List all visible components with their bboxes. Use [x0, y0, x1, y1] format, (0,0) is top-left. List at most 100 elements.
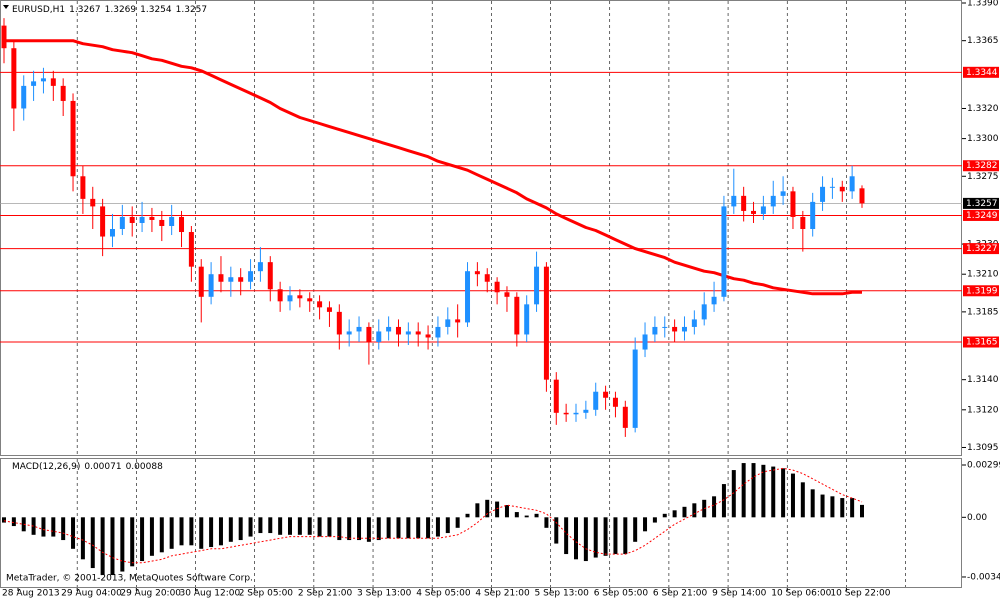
candle-body: [218, 274, 224, 282]
candle-body: [90, 198, 96, 207]
macd-bar: [100, 517, 105, 576]
candle-body: [514, 296, 520, 335]
macd-bar: [830, 496, 835, 518]
current-price-box: [963, 197, 999, 209]
x-tick-label: 29 Aug 04:00: [61, 589, 122, 599]
macd-bar: [662, 513, 667, 518]
macd-bar: [810, 489, 815, 518]
macd-bar: [564, 517, 569, 555]
candle-body: [415, 331, 421, 335]
candle-body: [159, 219, 165, 226]
current-price-label: 1.3257: [966, 199, 998, 209]
candle-body: [681, 326, 687, 332]
candle-body: [731, 195, 737, 207]
candle-body: [356, 326, 362, 332]
header-value: 0.00071: [84, 462, 121, 472]
macd-bar: [682, 506, 687, 518]
candle-body: [494, 281, 500, 293]
candle-body: [435, 326, 441, 338]
moving-average: [4, 39, 862, 296]
candle-body: [346, 331, 352, 335]
macd-bar: [41, 517, 46, 537]
candle-body: [1, 25, 7, 49]
candle-body: [139, 216, 145, 223]
x-tick-label: 9 Sep 14:00: [712, 589, 767, 599]
candle-body: [770, 195, 776, 207]
macd-bar: [61, 517, 66, 541]
macd-bar: [692, 503, 697, 518]
candle-body: [474, 271, 480, 275]
x-tick-label: 28 Aug 2013: [2, 589, 60, 599]
candle-body: [465, 271, 471, 323]
macd-bar: [278, 517, 283, 535]
macd-bar: [317, 517, 322, 537]
macd-bar: [218, 517, 223, 546]
candle-body: [612, 397, 618, 407]
pane-header: EURUSD,H1 1.3267 1.3269 1.3254 1.3257: [12, 5, 207, 15]
y-tick-label: 1.3140: [967, 375, 999, 385]
y-tick-label: 1.3120: [967, 405, 999, 415]
macd-bar: [31, 517, 36, 535]
candle-body: [31, 81, 37, 86]
candle-body: [228, 277, 234, 282]
y-tick-label: 1.3390: [967, 0, 999, 9]
candle-body: [455, 319, 461, 323]
x-tick-label: 6 Sep 21:00: [653, 589, 708, 599]
x-tick-label: 4 Sep 21:00: [475, 589, 530, 599]
macd-bar: [347, 517, 352, 541]
candle-body: [326, 307, 332, 312]
macd-bar: [179, 517, 184, 546]
macd-bar: [159, 517, 164, 553]
macd-bar: [307, 517, 312, 535]
y-tick-label: 1.3210: [967, 270, 999, 280]
macd-bar: [514, 512, 519, 518]
macd-bar: [238, 517, 243, 541]
macd-bar: [140, 517, 145, 562]
macd-pane-border: [0, 458, 962, 588]
candle-body: [188, 232, 194, 267]
macd-bar: [426, 517, 431, 539]
candle-body: [780, 191, 786, 196]
x-tick-label: 2 Sep 21:00: [298, 589, 353, 599]
macd-bar: [51, 517, 56, 537]
candle-body: [405, 331, 411, 335]
candle-body: [563, 412, 569, 415]
macd-bar: [603, 517, 608, 556]
level-label-box: [963, 160, 999, 172]
level-label-box: [963, 66, 999, 78]
level-label: 1.3249: [966, 211, 998, 221]
candle-body: [573, 412, 579, 415]
candle-body: [336, 311, 342, 335]
macd-bar: [199, 517, 204, 549]
header-value: 1.3257: [176, 5, 208, 15]
candle-body: [849, 176, 855, 192]
pane-header: MACD(12,26,9) 0.00071 0.00088: [12, 462, 163, 472]
macd-bar: [169, 517, 174, 549]
macd-bar: [435, 517, 440, 537]
macd-bar: [209, 517, 214, 548]
macd-bar: [574, 517, 578, 560]
level-label: 1.3165: [966, 338, 998, 348]
menu-arrow[interactable]: [3, 5, 9, 9]
macd-bar: [485, 499, 490, 518]
macd-bar: [189, 517, 194, 546]
macd-bar: [327, 517, 332, 537]
x-tick-label: 3 Sep 13:00: [357, 589, 412, 599]
macd-bar: [416, 517, 421, 539]
candle-body: [11, 48, 17, 109]
level-label: 1.3282: [966, 161, 998, 171]
y-tick-label: 1.3300: [967, 134, 999, 144]
x-tick-label: 30 Aug 12:00: [180, 589, 241, 599]
candle-body: [583, 409, 589, 413]
macd-bar: [840, 498, 845, 518]
macd-bar: [337, 517, 342, 541]
x-tick-label: 2 Sep 05:00: [239, 589, 294, 599]
candle-body: [711, 296, 717, 305]
candle-body: [307, 298, 313, 302]
candle-body: [810, 201, 816, 230]
macd-bar: [613, 517, 618, 555]
y-tick-label: 1.3365: [967, 36, 999, 46]
level-label-box: [963, 209, 999, 221]
macd-bar: [258, 517, 263, 534]
candle-body: [672, 326, 678, 332]
